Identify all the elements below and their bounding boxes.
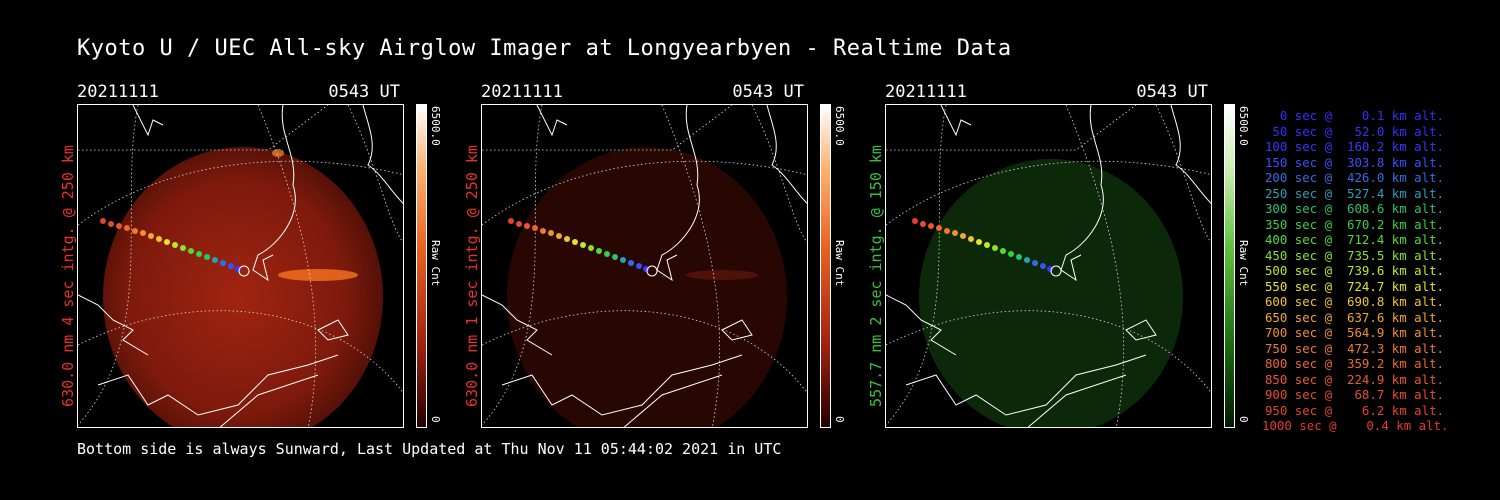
colorbar-max: 6500.0 <box>429 106 442 146</box>
legend-row: 450 sec @ 735.5 km alt. <box>1264 247 1444 263</box>
allsky-image <box>77 104 404 428</box>
panel-date: 20211111 <box>481 82 563 102</box>
panel-time: 0543 UT <box>1136 82 1208 102</box>
legend-row: 350 sec @ 670.2 km alt. <box>1264 216 1444 232</box>
page-title: Kyoto U / UEC All-sky Airglow Imager at … <box>77 36 1012 61</box>
image-panel-1: 20211111 0543 UT 630.0 nm 4 sec intg. @ … <box>59 80 477 440</box>
panel-ylabel: 557.7 nm 2 sec intg. @ 150 km <box>867 145 885 407</box>
trajectory-track <box>508 218 658 277</box>
panel-ylabel: 630.0 nm 4 sec intg. @ 250 km <box>59 145 77 407</box>
legend-row: 800 sec @ 359.2 km alt. <box>1264 356 1444 371</box>
legend-row: 950 sec @ 6.2 km alt. <box>1264 402 1444 418</box>
allsky-image <box>481 104 808 428</box>
image-panel-3: 20211111 0543 UT 557.7 nm 2 sec intg. @ … <box>867 80 1285 440</box>
panel-date: 20211111 <box>77 82 159 102</box>
legend-row: 500 sec @ 739.6 km alt. <box>1264 263 1444 278</box>
legend-row: 100 sec @ 160.2 km alt. <box>1264 139 1444 154</box>
colorbar-unit: Raw Cnt <box>833 240 846 287</box>
panel-time: 0543 UT <box>732 82 804 102</box>
panel-date: 20211111 <box>885 82 967 102</box>
colorbar-max: 6500.0 <box>1237 106 1250 146</box>
legend-row: 750 sec @ 472.3 km alt. <box>1264 340 1444 356</box>
legend-row: 900 sec @ 68.7 km alt. <box>1264 387 1444 402</box>
airglow-disc <box>919 159 1183 427</box>
allsky-image <box>885 104 1212 428</box>
panel-ylabel: 630.0 nm 1 sec intg. @ 250 km <box>463 145 481 407</box>
altitude-legend: 0 sec @ 0.1 km alt. 50 sec @ 52.0 km alt.… <box>1262 108 1449 434</box>
legend-row: 600 sec @ 690.8 km alt. <box>1264 294 1444 309</box>
legend-row: 650 sec @ 637.6 km alt. <box>1264 309 1444 325</box>
colorbar-max: 6500.0 <box>833 106 846 146</box>
legend-row: 200 sec @ 426.0 km alt. <box>1264 170 1444 185</box>
trajectory-track <box>912 218 1062 277</box>
legend-row: 50 sec @ 52.0 km alt. <box>1272 123 1444 139</box>
legend-row: 700 sec @ 564.9 km alt. <box>1264 325 1444 340</box>
legend-row: 400 sec @ 712.4 km alt. <box>1264 232 1444 247</box>
panel-time: 0543 UT <box>328 82 400 102</box>
colorbar-unit: Raw Cnt <box>429 240 442 287</box>
colorbar-min: 0 <box>429 416 442 423</box>
airglow-disc <box>103 147 383 427</box>
legend-row: 300 sec @ 608.6 km alt. <box>1264 201 1444 216</box>
legend-row: 550 sec @ 724.7 km alt. <box>1264 278 1444 294</box>
image-panel-2: 20211111 0543 UT 630.0 nm 1 sec intg. @ … <box>463 80 881 440</box>
trajectory-track <box>100 218 250 277</box>
legend-row: 0 sec @ 0.1 km alt. <box>1279 108 1444 123</box>
legend-row: 850 sec @ 224.9 km alt. <box>1264 371 1444 387</box>
airglow-disc <box>507 147 787 427</box>
legend-row: 1000 sec @ 0.4 km alt. <box>1262 418 1449 433</box>
colorbar-min: 0 <box>1237 416 1250 423</box>
legend-row: 250 sec @ 527.4 km alt. <box>1264 185 1444 201</box>
colorbar <box>416 104 427 428</box>
footer-note: Bottom side is always Sunward, Last Upda… <box>77 440 782 458</box>
legend-row: 150 sec @ 303.8 km alt. <box>1264 154 1444 170</box>
colorbar <box>820 104 831 428</box>
colorbar-min: 0 <box>833 416 846 423</box>
colorbar <box>1224 104 1235 428</box>
colorbar-unit: Raw Cnt <box>1237 240 1250 287</box>
